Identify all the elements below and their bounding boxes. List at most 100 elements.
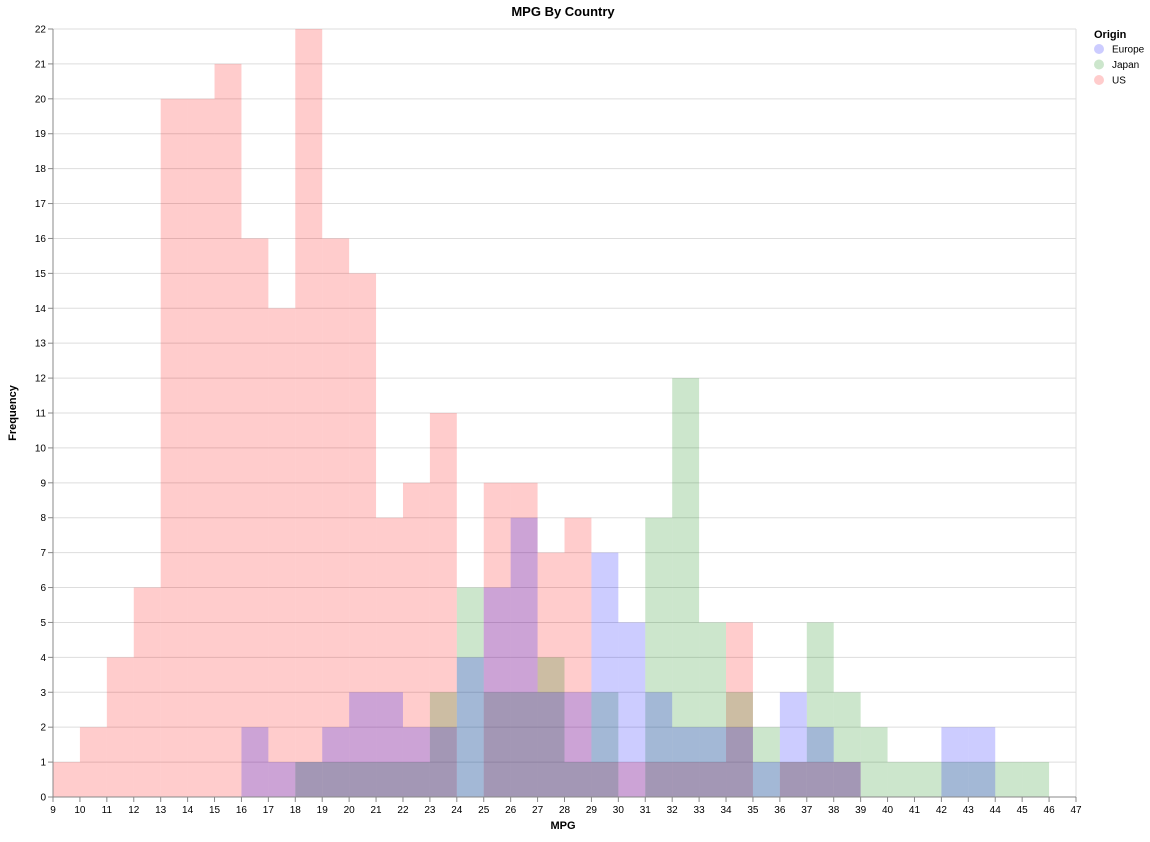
y-tick-label: 4 bbox=[40, 653, 46, 664]
series-europe bbox=[241, 517, 996, 797]
y-axis-title: Frequency bbox=[7, 384, 19, 441]
x-tick-label: 38 bbox=[828, 805, 840, 816]
bar-us bbox=[402, 482, 430, 797]
bar-us bbox=[483, 482, 511, 797]
legend-symbol-us bbox=[1094, 75, 1104, 85]
legend-label-us: US bbox=[1112, 76, 1126, 87]
bars bbox=[53, 29, 1050, 798]
bar-us bbox=[160, 98, 188, 798]
bar-europe bbox=[510, 517, 538, 797]
y-tick-label: 22 bbox=[35, 25, 47, 36]
bar-europe bbox=[591, 552, 619, 797]
x-tick-label: 44 bbox=[990, 805, 1002, 816]
bar-japan bbox=[429, 692, 457, 797]
bar-japan bbox=[349, 762, 377, 797]
bar-us bbox=[106, 657, 134, 797]
x-tick-label: 14 bbox=[182, 805, 194, 816]
x-tick-label: 16 bbox=[236, 805, 248, 816]
bar-japan bbox=[860, 727, 888, 797]
y-tick-label: 14 bbox=[35, 304, 47, 315]
bar-japan bbox=[995, 762, 1023, 797]
y-tick-label: 10 bbox=[35, 443, 47, 454]
bar-japan bbox=[806, 622, 834, 797]
bar-japan bbox=[726, 692, 753, 797]
legend-symbol-europe bbox=[1094, 44, 1104, 54]
y-tick-label: 13 bbox=[35, 339, 47, 350]
y-tick-label: 20 bbox=[35, 94, 47, 105]
bar-europe bbox=[268, 762, 296, 797]
legend-label-japan: Japan bbox=[1112, 60, 1139, 71]
bar-japan bbox=[591, 692, 619, 797]
legend: Origin Europe Japan US bbox=[1094, 29, 1145, 87]
bar-japan bbox=[833, 692, 861, 797]
y-tick-label: 3 bbox=[40, 688, 46, 699]
bar-us bbox=[79, 727, 107, 797]
bar-us bbox=[672, 762, 700, 797]
bar-europe bbox=[645, 692, 673, 797]
bar-japan bbox=[752, 727, 780, 797]
x-tick-label: 35 bbox=[747, 805, 759, 816]
x-tick-label: 33 bbox=[694, 805, 706, 816]
bar-japan bbox=[968, 762, 996, 797]
bar-europe bbox=[806, 727, 834, 797]
y-tick-label: 18 bbox=[35, 164, 47, 175]
bar-us bbox=[322, 238, 350, 798]
bar-europe bbox=[483, 587, 511, 797]
bar-europe bbox=[726, 727, 753, 797]
bar-us bbox=[53, 762, 80, 797]
bar-europe bbox=[402, 727, 430, 797]
bar-europe bbox=[564, 692, 592, 797]
bar-japan bbox=[537, 657, 565, 797]
chart-title: MPG By Country bbox=[511, 4, 615, 19]
bar-europe bbox=[456, 657, 484, 797]
bar-europe bbox=[779, 692, 807, 797]
bar-japan bbox=[672, 378, 700, 797]
bar-japan bbox=[699, 622, 727, 797]
bar-japan bbox=[295, 762, 323, 797]
x-tick-label: 42 bbox=[936, 805, 948, 816]
bar-us bbox=[537, 552, 565, 797]
series-japan bbox=[295, 378, 1050, 797]
bar-europe bbox=[618, 622, 646, 797]
bar-europe bbox=[833, 762, 861, 797]
x-tick-label: 29 bbox=[586, 805, 598, 816]
x-tick-label: 9 bbox=[50, 805, 56, 816]
bar-us bbox=[376, 517, 403, 797]
bar-japan bbox=[402, 762, 430, 797]
y-tick-label: 16 bbox=[35, 234, 47, 245]
bar-europe bbox=[968, 727, 996, 797]
x-tick-label: 47 bbox=[1070, 805, 1082, 816]
bar-us bbox=[241, 238, 269, 798]
bar-europe bbox=[376, 692, 403, 797]
bar-us bbox=[295, 29, 323, 797]
bar-japan bbox=[887, 762, 915, 797]
bar-us bbox=[806, 762, 834, 797]
y-tick-label: 6 bbox=[40, 583, 46, 594]
bar-japan bbox=[564, 762, 592, 797]
x-tick-label: 20 bbox=[344, 805, 356, 816]
bar-europe bbox=[322, 727, 350, 797]
x-tick-label: 31 bbox=[640, 805, 652, 816]
y-tick-label: 1 bbox=[40, 758, 46, 769]
bar-us bbox=[726, 622, 753, 797]
bar-japan bbox=[456, 587, 484, 797]
bar-us bbox=[591, 762, 619, 797]
series-us bbox=[53, 29, 861, 798]
bar-us bbox=[779, 762, 807, 797]
bar-us bbox=[833, 762, 861, 797]
bar-us bbox=[429, 413, 457, 797]
bar-europe bbox=[349, 692, 377, 797]
bar-us bbox=[187, 98, 215, 798]
y-tick-label: 21 bbox=[35, 59, 47, 70]
gridlines bbox=[53, 28, 1077, 798]
bar-europe bbox=[699, 727, 727, 797]
x-tick-label: 23 bbox=[424, 805, 436, 816]
bar-us bbox=[133, 587, 161, 797]
x-tick-label: 41 bbox=[909, 805, 921, 816]
legend-symbol-japan bbox=[1094, 59, 1104, 70]
bar-japan bbox=[510, 692, 538, 797]
y-tick-label: 19 bbox=[35, 129, 47, 140]
y-tick-label: 9 bbox=[40, 478, 46, 489]
